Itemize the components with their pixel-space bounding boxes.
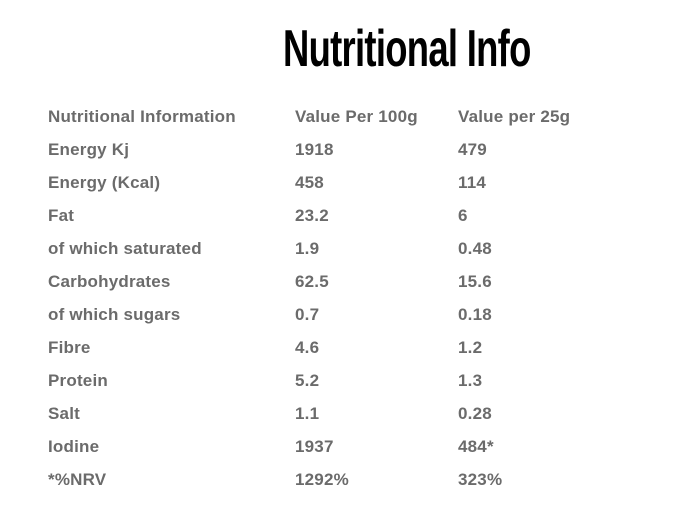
table-row: Energy Kj 1918 479 bbox=[48, 133, 598, 166]
nutrient-label: Energy (Kcal) bbox=[48, 172, 161, 192]
value-per-100g: 1.1 bbox=[295, 403, 320, 423]
table-row: Protein 5.2 1.3 bbox=[48, 364, 598, 397]
page-title: Nutritional Info bbox=[283, 20, 531, 78]
column-header-value-per-25g: Value per 25g bbox=[458, 106, 571, 126]
value-per-100g: 1.9 bbox=[295, 238, 320, 258]
table-row: of which saturated 1.9 0.48 bbox=[48, 232, 598, 265]
column-header-value-per-100g: Value Per 100g bbox=[295, 106, 418, 126]
table-row: of which sugars 0.7 0.18 bbox=[48, 298, 598, 331]
value-per-25g: 114 bbox=[458, 172, 487, 192]
value-per-100g: 1937 bbox=[295, 436, 334, 456]
table-row: Fibre 4.6 1.2 bbox=[48, 331, 598, 364]
table-row: Carbohydrates 62.5 15.6 bbox=[48, 265, 598, 298]
value-per-100g: 458 bbox=[295, 172, 324, 192]
value-per-25g: 484* bbox=[458, 436, 494, 456]
table-row: Energy (Kcal) 458 114 bbox=[48, 166, 598, 199]
nutrient-label: Protein bbox=[48, 370, 108, 390]
column-header-nutritional-information: Nutritional Information bbox=[48, 106, 236, 126]
table-row: Salt 1.1 0.28 bbox=[48, 397, 598, 430]
value-per-100g: 1292% bbox=[295, 469, 349, 489]
value-per-25g: 6 bbox=[458, 205, 468, 225]
nutrient-label: Carbohydrates bbox=[48, 271, 171, 291]
nutrient-label: Iodine bbox=[48, 436, 100, 456]
nutrient-label: *%NRV bbox=[48, 469, 107, 489]
table-row: Nutritional Information Value Per 100g V… bbox=[48, 100, 598, 133]
value-per-25g: 15.6 bbox=[458, 271, 492, 291]
nutrient-label: Fat bbox=[48, 205, 75, 225]
nutrient-label: Fibre bbox=[48, 337, 91, 357]
value-per-25g: 0.28 bbox=[458, 403, 492, 423]
value-per-100g: 5.2 bbox=[295, 370, 320, 390]
table-row: *%NRV 1292% 323% bbox=[48, 463, 598, 496]
value-per-100g: 23.2 bbox=[295, 205, 329, 225]
value-per-25g: 0.18 bbox=[458, 304, 492, 324]
nutrient-label: Energy Kj bbox=[48, 139, 130, 159]
nutrient-label: Salt bbox=[48, 403, 80, 423]
value-per-25g: 1.2 bbox=[458, 337, 483, 357]
value-per-100g: 0.7 bbox=[295, 304, 320, 324]
table-body: Energy Kj 1918 479 Energy (Kcal) 458 114 Fat 23… bbox=[48, 133, 598, 496]
nutrition-table: Nutritional Information Value Per 100g V… bbox=[48, 100, 598, 496]
nutrient-label: of which sugars bbox=[48, 304, 181, 324]
table-row: Iodine 1937 484* bbox=[48, 430, 598, 463]
value-per-100g: 62.5 bbox=[295, 271, 329, 291]
nutrient-label: of which saturated bbox=[48, 238, 202, 258]
table-row: Fat 23.2 6 bbox=[48, 199, 598, 232]
value-per-25g: 0.48 bbox=[458, 238, 492, 258]
value-per-100g: 1918 bbox=[295, 139, 334, 159]
table-header-row: Nutritional Information Value Per 100g V… bbox=[48, 100, 598, 133]
value-per-25g: 323% bbox=[458, 469, 503, 489]
value-per-25g: 479 bbox=[458, 139, 487, 159]
value-per-25g: 1.3 bbox=[458, 370, 483, 390]
value-per-100g: 4.6 bbox=[295, 337, 320, 357]
